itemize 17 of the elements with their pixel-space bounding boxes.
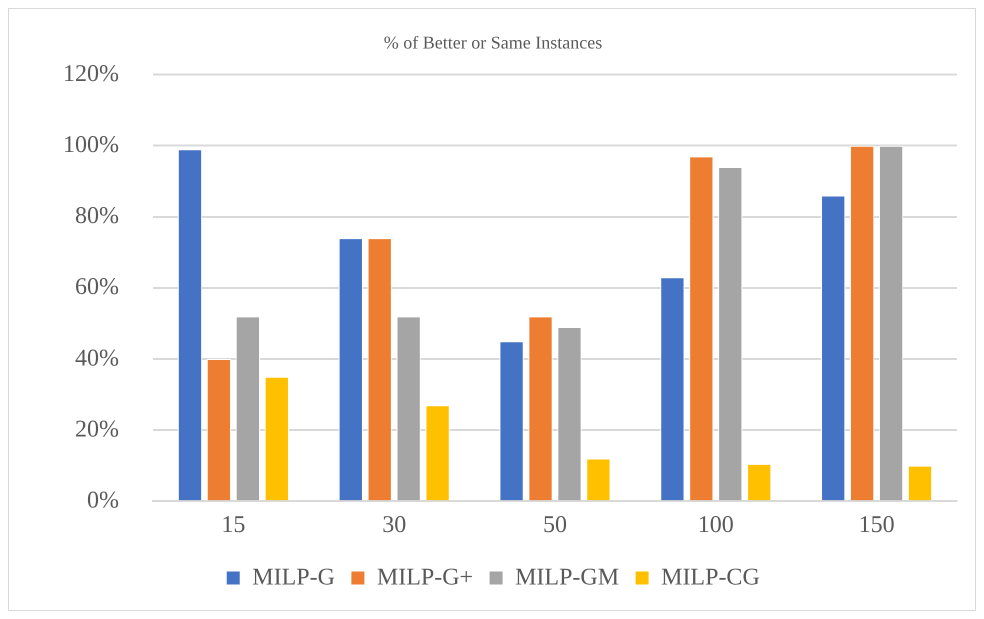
y-tick-label: 20% [74, 416, 119, 442]
legend-label: MILP-G+ [376, 564, 474, 590]
x-tick-label: 100 [698, 512, 734, 538]
x-tick-label: 30 [382, 512, 406, 538]
y-tick-label: 100% [62, 132, 119, 158]
x-tick-label: 150 [858, 512, 895, 538]
y-tick-label: 40% [74, 345, 119, 372]
y-tick-label: 0% [86, 487, 119, 514]
legend-label: MILP-G [252, 564, 335, 590]
x-tick-label: 15 [221, 512, 246, 538]
chart-title: % of Better or Same Instances [384, 32, 602, 53]
x-tick-label: 50 [542, 512, 567, 538]
legend-label: MILP-CG [661, 564, 760, 590]
y-tick-label: 80% [74, 203, 119, 230]
y-tick-label: 60% [74, 274, 119, 300]
y-tick-label: 120% [62, 60, 119, 87]
legend-label: MILP-GM [515, 564, 620, 590]
